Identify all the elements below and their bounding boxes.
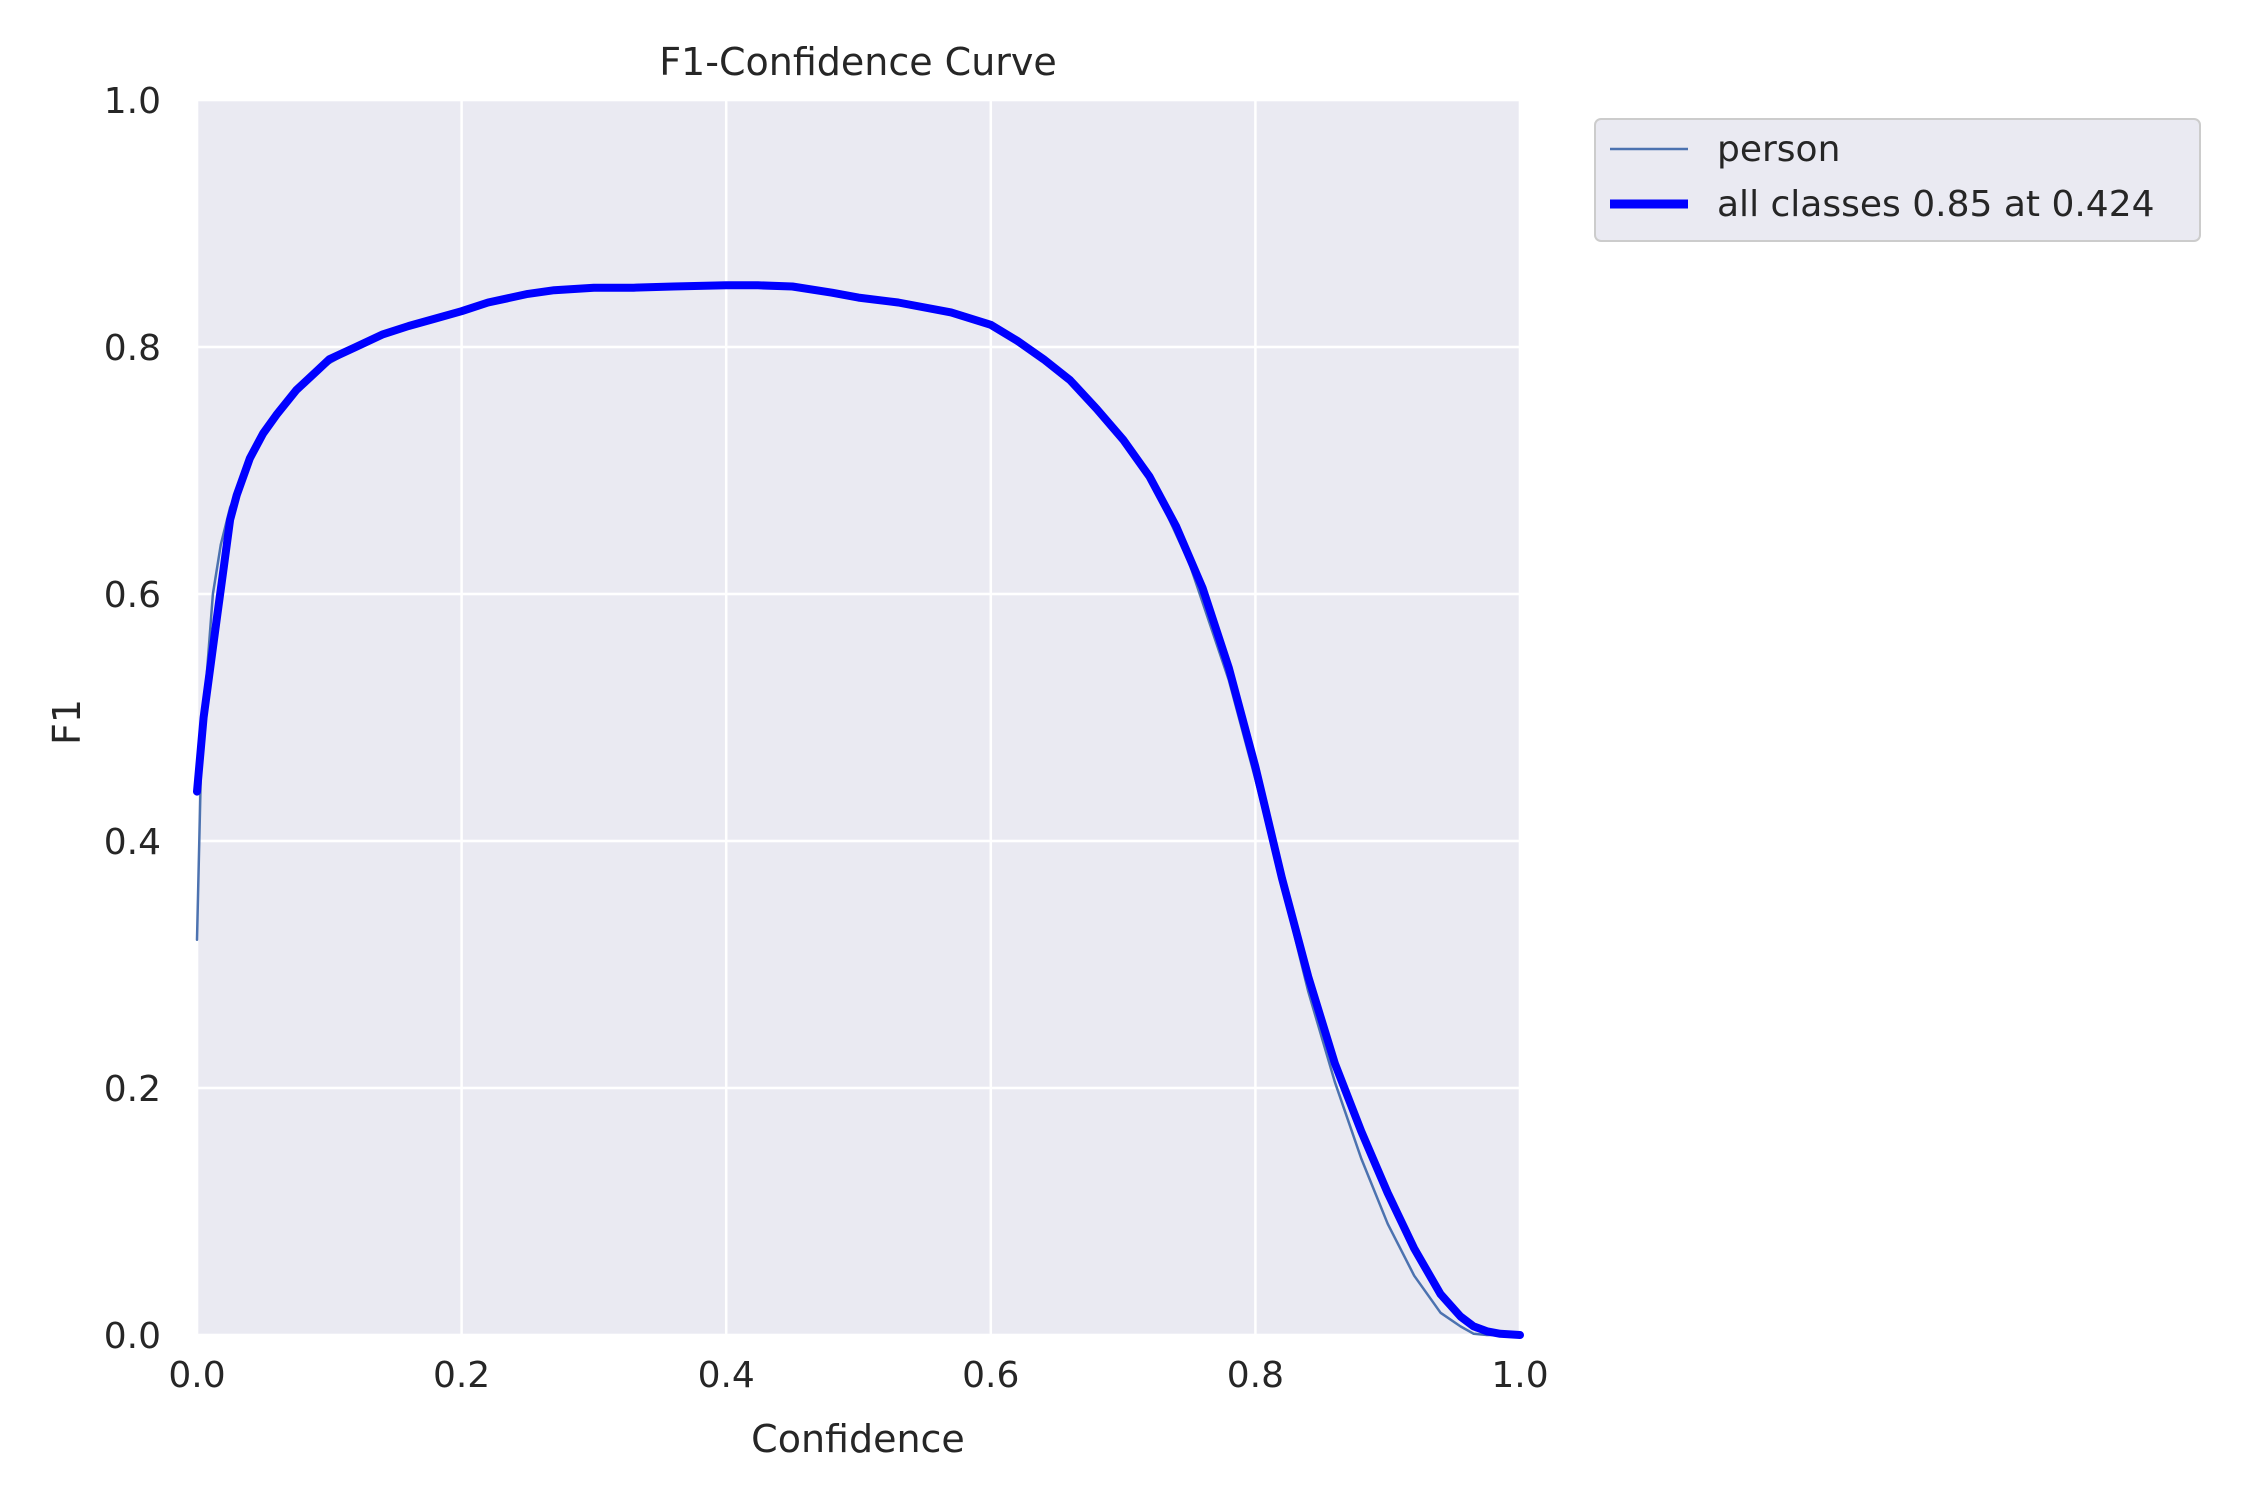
x-axis-label: Confidence [751,1417,965,1461]
tick-labels: 0.0 0.2 0.4 0.6 0.8 1.0 0.0 0.2 0.4 0.6 0.8 1.0 [104,81,1549,1396]
y-tick-label: 0.6 [104,575,161,616]
x-tick-label: 0.6 [962,1355,1019,1396]
x-tick-label: 0.2 [433,1355,490,1396]
plot-background [197,100,1520,1335]
chart-title: F1-Confidence Curve [659,40,1057,84]
y-tick-label: 0.4 [104,822,161,863]
legend-label-person: person [1717,129,1840,170]
y-tick-label: 0.2 [104,1069,161,1110]
x-tick-label: 0.0 [168,1355,225,1396]
x-tick-label: 0.4 [698,1355,755,1396]
series-layer [193,281,1524,1339]
legend-label-all-classes: all classes 0.85 at 0.424 [1717,184,2155,225]
y-tick-label: 0.0 [104,1316,161,1357]
x-tick-label: 1.0 [1491,1355,1548,1396]
y-tick-label: 0.8 [104,328,161,369]
y-tick-label: 1.0 [104,81,161,122]
grid [195,98,1522,1337]
y-axis-label: F1 [45,699,89,745]
x-tick-label: 0.8 [1227,1355,1284,1396]
legend: person all classes 0.85 at 0.424 [1594,118,2201,242]
series-line-all-classes [193,281,1524,1339]
legend-box [1594,118,2201,242]
